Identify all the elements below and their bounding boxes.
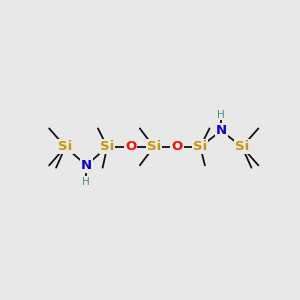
Text: H: H xyxy=(82,176,90,187)
Text: H: H xyxy=(217,110,225,119)
Text: Si: Si xyxy=(147,140,161,153)
Text: N: N xyxy=(81,159,92,172)
Text: Si: Si xyxy=(193,140,207,153)
Text: Si: Si xyxy=(235,140,249,153)
Text: Si: Si xyxy=(100,140,114,153)
Text: Si: Si xyxy=(58,140,73,153)
Text: O: O xyxy=(171,140,183,153)
Text: N: N xyxy=(216,124,227,137)
Text: O: O xyxy=(125,140,136,153)
